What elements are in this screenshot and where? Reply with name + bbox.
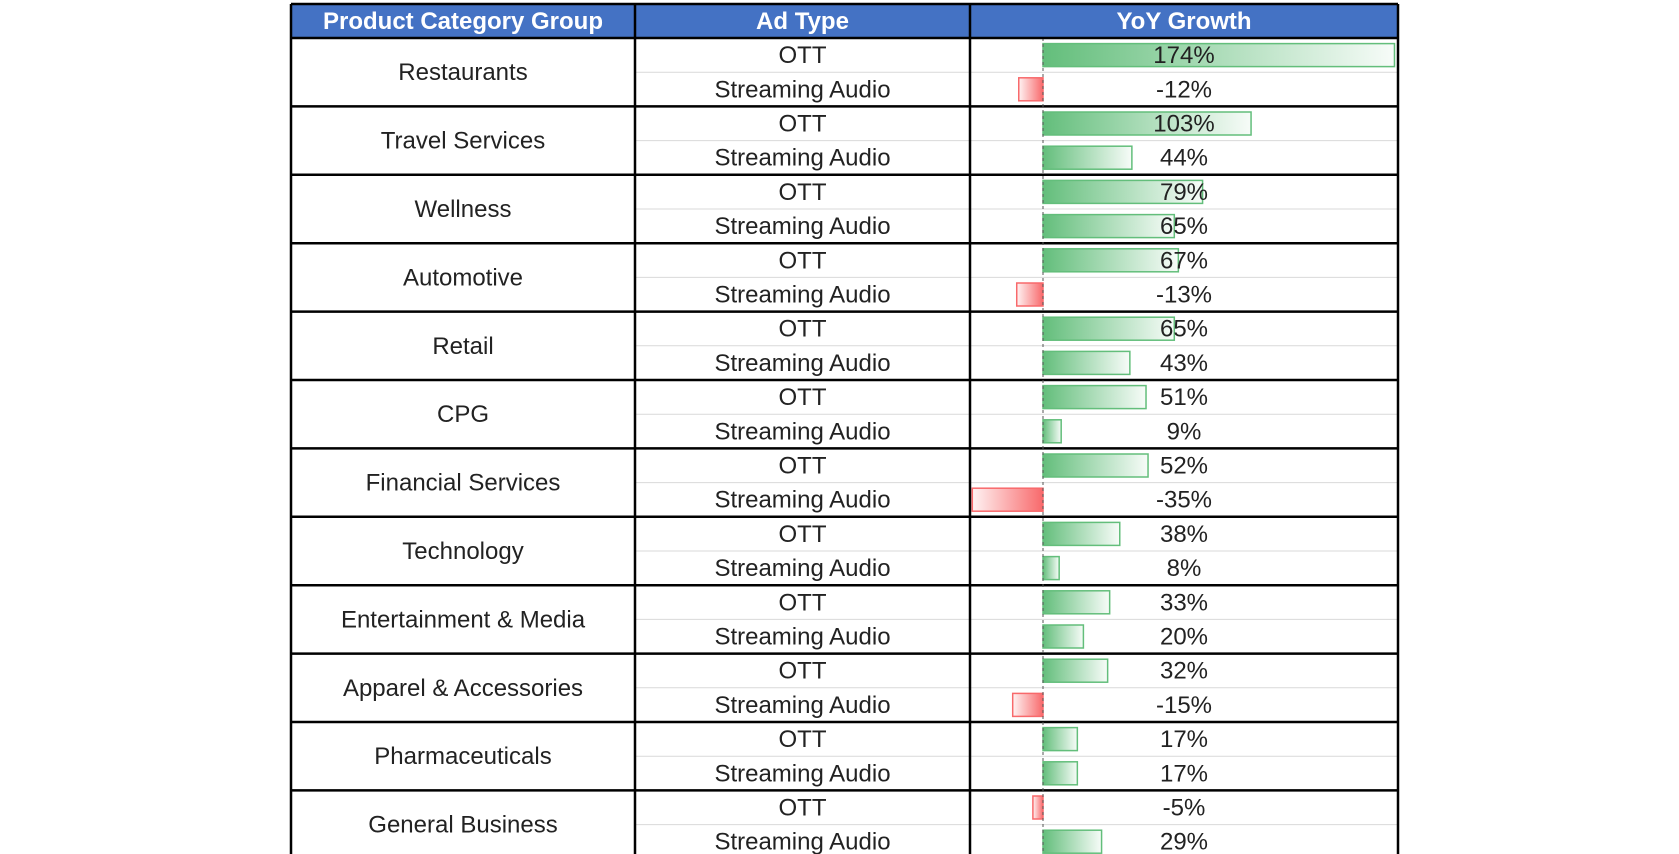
ad-type-label: OTT xyxy=(779,795,827,822)
ad-type-label: Streaming Audio xyxy=(714,487,890,514)
ad-type-label: Streaming Audio xyxy=(714,350,890,377)
growth-bar xyxy=(1032,795,1044,820)
growth-value: -5% xyxy=(1163,795,1206,822)
growth-value: -12% xyxy=(1156,76,1212,103)
ad-type-label: Streaming Audio xyxy=(714,829,890,854)
growth-value: 51% xyxy=(1160,384,1208,411)
column-header: YoY Growth xyxy=(1116,8,1251,35)
table-header: Product Category Group Ad Type YoY Growth xyxy=(291,4,1398,38)
growth-bar xyxy=(1042,829,1103,854)
ad-type-label: Streaming Audio xyxy=(714,760,890,787)
growth-bar xyxy=(1042,145,1133,170)
growth-bar xyxy=(1042,42,1396,68)
growth-value: 103% xyxy=(1153,111,1214,138)
table-borders xyxy=(289,2,1400,854)
growth-bar xyxy=(1042,624,1085,649)
column-header: Product Category Group xyxy=(323,8,603,35)
category-label: Restaurants xyxy=(398,59,527,86)
growth-bar xyxy=(1042,521,1121,547)
ad-type-label: OTT xyxy=(779,247,827,274)
growth-bar xyxy=(1042,761,1079,786)
growth-value: 33% xyxy=(1160,589,1208,616)
column-header: Ad Type xyxy=(756,8,849,35)
ad-type-label: Streaming Audio xyxy=(714,145,890,172)
ad-type-label: Streaming Audio xyxy=(714,213,890,240)
growth-bar xyxy=(1042,726,1079,752)
category-label: Apparel & Accessories xyxy=(343,675,583,702)
category-label: Entertainment & Media xyxy=(341,606,586,633)
growth-value: 9% xyxy=(1167,418,1202,445)
growth-value: 32% xyxy=(1160,658,1208,685)
category-label: Retail xyxy=(432,333,493,360)
ad-type-label: Streaming Audio xyxy=(714,282,890,309)
ad-type-label: OTT xyxy=(779,179,827,206)
ad-type-label: OTT xyxy=(779,726,827,753)
category-label: General Business xyxy=(368,812,557,839)
ad-type-label: OTT xyxy=(779,658,827,685)
category-label: Technology xyxy=(402,538,523,565)
growth-bar xyxy=(1042,590,1111,615)
growth-value: 65% xyxy=(1160,213,1208,240)
growth-value: 17% xyxy=(1160,726,1208,753)
growth-bar xyxy=(1011,692,1044,718)
ad-type-label: Streaming Audio xyxy=(714,76,890,103)
table-body: Restaurants OTT 174% Streaming Audio -12% Tra… xyxy=(341,42,1215,854)
category-label: CPG xyxy=(437,401,489,428)
growth-value: 44% xyxy=(1160,145,1208,172)
ad-type-label: OTT xyxy=(779,111,827,138)
ad-type-label: OTT xyxy=(779,453,827,480)
category-label: Pharmaceuticals xyxy=(374,743,551,770)
growth-bar xyxy=(1042,658,1109,683)
ad-type-label: OTT xyxy=(779,589,827,616)
growth-value: -15% xyxy=(1156,692,1212,719)
growth-value: 43% xyxy=(1160,350,1208,377)
growth-bar xyxy=(1042,213,1176,239)
growth-value: 52% xyxy=(1160,453,1208,480)
category-label: Automotive xyxy=(403,264,523,291)
growth-value: 174% xyxy=(1153,42,1214,69)
growth-value: 79% xyxy=(1160,179,1208,206)
ad-type-label: OTT xyxy=(779,316,827,343)
ad-type-label: Streaming Audio xyxy=(714,555,890,582)
category-label: Wellness xyxy=(415,196,512,223)
growth-value: -35% xyxy=(1156,487,1212,514)
growth-value: 8% xyxy=(1167,555,1202,582)
ad-type-label: OTT xyxy=(779,42,827,69)
ad-type-label: OTT xyxy=(779,384,827,411)
growth-bar xyxy=(1042,179,1204,205)
growth-value: 20% xyxy=(1160,624,1208,651)
growth-value: -13% xyxy=(1156,282,1212,309)
growth-bar xyxy=(1015,282,1044,307)
growth-value: 38% xyxy=(1160,521,1208,548)
category-label: Financial Services xyxy=(366,470,561,497)
category-label: Travel Services xyxy=(381,128,545,155)
growth-bar xyxy=(1042,419,1062,444)
ad-type-label: Streaming Audio xyxy=(714,418,890,445)
growth-bar xyxy=(1018,77,1044,102)
growth-bar xyxy=(1042,248,1180,273)
growth-value: 65% xyxy=(1160,316,1208,343)
growth-bar xyxy=(1042,384,1147,410)
growth-bar xyxy=(971,487,1044,512)
growth-bar xyxy=(1042,453,1149,478)
growth-bar xyxy=(1042,555,1060,581)
ad-type-label: Streaming Audio xyxy=(714,692,890,719)
growth-value: 17% xyxy=(1160,760,1208,787)
ad-type-label: Streaming Audio xyxy=(714,624,890,651)
growth-bar xyxy=(1042,350,1131,376)
growth-bar xyxy=(1042,316,1176,341)
header-background xyxy=(291,4,1398,38)
growth-value: 29% xyxy=(1160,829,1208,854)
growth-value: 67% xyxy=(1160,247,1208,274)
growth-bar xyxy=(1042,111,1252,136)
ad-type-label: OTT xyxy=(779,521,827,548)
